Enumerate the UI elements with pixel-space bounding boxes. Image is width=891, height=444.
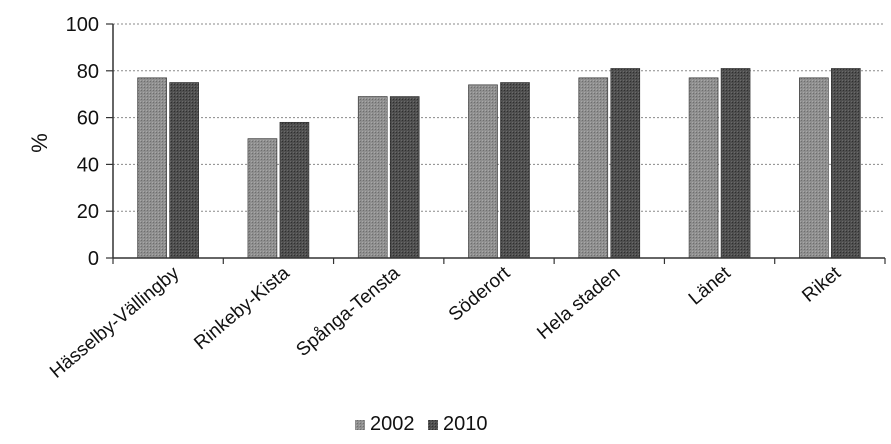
x-category-label: Länet xyxy=(685,262,735,309)
y-tick-label: 40 xyxy=(77,154,99,176)
bar-2010 xyxy=(721,68,750,258)
bar-2010 xyxy=(390,97,419,258)
x-category-label: Riket xyxy=(798,262,845,306)
y-tick-label: 20 xyxy=(77,201,99,223)
x-category-label: Rinkeby-Kista xyxy=(190,262,294,354)
x-category-label: Söderort xyxy=(445,262,515,325)
bar-2002 xyxy=(469,85,498,258)
y-tick-label: 80 xyxy=(77,61,99,83)
legend-label-2010: 2010 xyxy=(443,413,488,435)
x-category-label: Spånga-Tensta xyxy=(293,262,405,361)
y-tick-labels: 0 20 40 60 80 100 xyxy=(66,14,99,270)
bar-2002 xyxy=(358,97,387,258)
bar-2002 xyxy=(799,78,828,258)
y-tick-label: 60 xyxy=(77,108,99,130)
y-tick-label: 0 xyxy=(88,248,99,270)
bar-2010 xyxy=(280,122,309,258)
x-category-label: Hela staden xyxy=(533,263,624,344)
y-tick-label: 100 xyxy=(66,14,99,36)
bar-2002 xyxy=(248,139,277,258)
bar-2002 xyxy=(579,78,608,258)
bar-2002 xyxy=(138,78,167,258)
legend-swatch-2002 xyxy=(355,420,365,430)
x-category-label: Hässelby-Vällingby xyxy=(46,262,184,382)
y-axis-title: % xyxy=(27,133,52,153)
legend-label-2002: 2002 xyxy=(370,413,415,435)
bar-2002 xyxy=(689,78,718,258)
bar-2010 xyxy=(611,68,640,258)
bar-2010 xyxy=(831,68,860,258)
legend-swatch-2010 xyxy=(428,420,438,430)
legend: 2002 2010 xyxy=(355,413,488,435)
bars xyxy=(138,68,861,258)
bar-2010 xyxy=(170,83,199,259)
bar-2010 xyxy=(501,83,530,259)
x-category-labels: Hässelby-Vällingby Rinkeby-KistaSpånga-Te… xyxy=(46,262,846,382)
gridlines xyxy=(113,24,885,211)
